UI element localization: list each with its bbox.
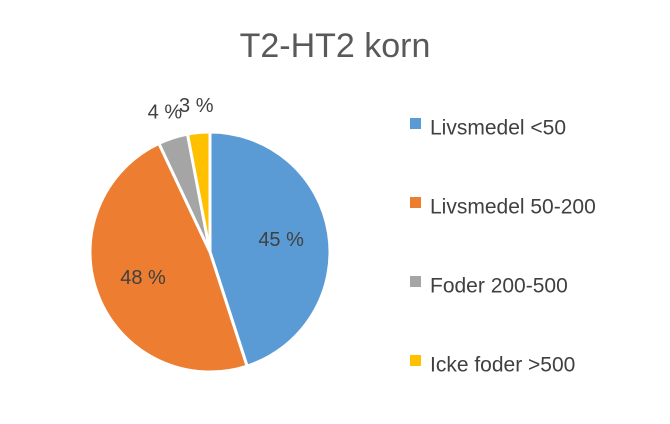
- legend-marker: [410, 355, 421, 366]
- legend-marker: [410, 276, 421, 287]
- data-label: 48 %: [120, 267, 166, 289]
- chart-title: T2-HT2 korn: [240, 27, 431, 65]
- legend-marker: [410, 197, 421, 208]
- legend-label: Livsmedel <50: [430, 117, 566, 140]
- legend-label: Foder 200-500: [430, 275, 568, 298]
- legend-label: Icke foder >500: [430, 354, 575, 377]
- data-label: 45 %: [258, 229, 304, 251]
- pie-slice: [185, 130, 212, 253]
- data-label: 4 %: [148, 101, 183, 123]
- legend-label: Livsmedel 50-200: [430, 196, 596, 219]
- pie-slice: [88, 141, 249, 374]
- legend-marker: [410, 118, 421, 129]
- data-label: 3 %: [179, 95, 214, 117]
- pie-slice: [208, 130, 332, 369]
